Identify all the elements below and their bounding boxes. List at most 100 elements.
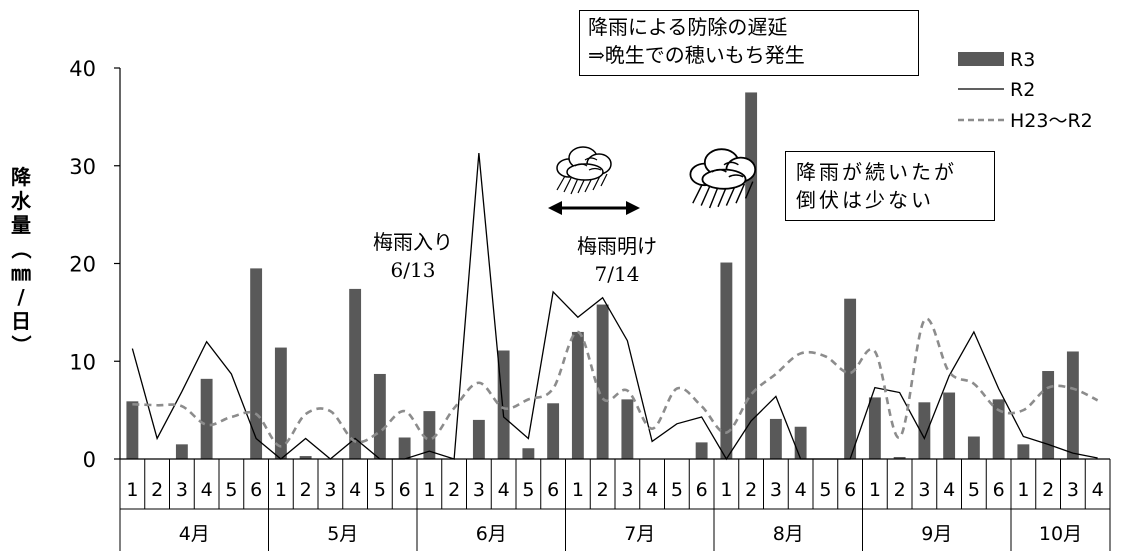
r3-bar xyxy=(943,392,956,459)
tsuyu-iri-date: 6/13 xyxy=(390,258,436,282)
y-tick-label: 40 xyxy=(69,57,96,81)
x-tick-label: 3 xyxy=(324,479,336,501)
x-month-label: 9月 xyxy=(921,523,952,545)
x-tick-label: 4 xyxy=(498,479,510,501)
x-tick-label: 6 xyxy=(844,479,856,501)
y-tick-label: 20 xyxy=(69,253,96,277)
x-tick-label: 1 xyxy=(572,479,584,501)
x-tick-label: 1 xyxy=(275,479,287,501)
x-tick-label: 1 xyxy=(423,479,435,501)
r3-bar xyxy=(547,403,560,459)
x-tick-label: 6 xyxy=(547,479,559,501)
box1-line1: 降雨による防除の遅延 xyxy=(588,15,788,39)
x-month-label: 8月 xyxy=(773,523,804,545)
tsuyu-ake-label: 梅雨明け xyxy=(577,234,657,258)
r3-bar xyxy=(967,436,980,459)
r3-bar xyxy=(720,262,733,459)
r3-bar xyxy=(1066,351,1079,459)
r3-bar xyxy=(274,347,287,459)
r3-bar xyxy=(621,399,634,459)
y-tick-labels: 0 10 20 30 40 xyxy=(69,57,120,472)
h23-r2-average-line xyxy=(132,317,1099,448)
rain-cloud-icon xyxy=(556,146,612,195)
tsuyu-iri-annotation: 梅雨入り 6/13 xyxy=(358,228,468,284)
legend-label: H23〜R2 xyxy=(1010,110,1093,132)
x-tick-label: 4 xyxy=(201,479,213,501)
y-axis-label-char: ㎜ xyxy=(11,261,31,285)
x-tick-label: 1 xyxy=(869,479,881,501)
r3-bar xyxy=(299,456,312,459)
x-tick-label: 2 xyxy=(1042,479,1054,501)
y-axis-label-char: 量 xyxy=(11,213,31,237)
y-axis-label-char: ） xyxy=(9,335,33,355)
x-tick-label: 2 xyxy=(151,479,163,501)
r3-bar xyxy=(893,457,906,459)
x-month-label: 5月 xyxy=(327,523,358,545)
r3-bar xyxy=(175,444,188,459)
x-tick-label: 3 xyxy=(621,479,633,501)
r3-bar xyxy=(398,437,411,459)
x-tick-label: 1 xyxy=(720,479,732,501)
tsuyu-iri-label: 梅雨入り xyxy=(373,230,453,254)
r3-bar xyxy=(497,350,510,459)
r3-bars xyxy=(126,92,1079,459)
x-tick-label: 3 xyxy=(473,479,485,501)
x-tick-label: 2 xyxy=(745,479,757,501)
double-arrow-icon xyxy=(548,201,640,215)
tsuyu-ake-annotation: 梅雨明け 7/14 xyxy=(562,232,672,288)
x-tick-label: 1 xyxy=(126,479,138,501)
r3-bar xyxy=(126,401,139,459)
r3-bar xyxy=(522,448,535,459)
x-tick-label: 5 xyxy=(374,479,386,501)
legend-swatch-bar xyxy=(958,52,1004,66)
r3-bar xyxy=(918,402,931,459)
legend-label: R3 xyxy=(1010,49,1035,71)
y-axis-label-char: 日 xyxy=(11,309,31,333)
y-axis-label-char: 降 xyxy=(11,165,31,189)
x-tick-label: 3 xyxy=(1067,479,1079,501)
r3-bar xyxy=(868,397,881,459)
rain-cloud-icon xyxy=(689,148,757,209)
r3-bar xyxy=(794,426,807,459)
r3-bar xyxy=(472,419,485,459)
x-tick-label: 5 xyxy=(819,479,831,501)
r3-bar xyxy=(844,298,857,459)
r3-bar xyxy=(695,442,708,459)
y-tick-label: 10 xyxy=(69,350,96,374)
series-lines xyxy=(131,152,1099,461)
x-tick-label: 5 xyxy=(671,479,683,501)
r3-bar xyxy=(423,411,436,459)
r3-bar xyxy=(1042,371,1055,459)
legend: R3 R2 H23〜R2 xyxy=(958,49,1093,132)
x-tick-label: 3 xyxy=(176,479,188,501)
x-tick-label: 2 xyxy=(894,479,906,501)
r3-bar xyxy=(769,418,782,459)
x-tick-label: 2 xyxy=(448,479,460,501)
x-tick-label: 6 xyxy=(993,479,1005,501)
x-tick-label: 2 xyxy=(597,479,609,501)
r3-bar xyxy=(992,399,1005,459)
box1-line2: ⇒晩生での穂いもち発生 xyxy=(588,43,805,67)
box2-line1: 降雨が続いたが xyxy=(796,160,957,184)
r3-bar xyxy=(349,288,362,459)
box2-line2: 倒伏は少ない xyxy=(796,188,934,212)
y-axis-label-char: （ xyxy=(9,239,33,259)
y-axis-label-char: / xyxy=(17,285,25,309)
y-axis-label: 降水量（㎜ / 日） xyxy=(8,165,34,357)
x-tick-label: 5 xyxy=(522,479,534,501)
x-tick-label: 5 xyxy=(225,479,237,501)
x-tick-label: 4 xyxy=(646,479,658,501)
r3-bar xyxy=(250,268,263,459)
r3-bar xyxy=(596,304,609,459)
y-tick-label: 0 xyxy=(83,448,96,472)
legend-label: R2 xyxy=(1010,79,1035,101)
x-month-label: 4月 xyxy=(179,523,210,545)
annotation-box-lodging: 降雨が続いたが 倒伏は少ない xyxy=(785,151,995,221)
x-tick-label: 5 xyxy=(968,479,980,501)
r3-bar xyxy=(373,373,386,459)
x-tick-label: 6 xyxy=(399,479,411,501)
x-tick-label: 3 xyxy=(918,479,930,501)
y-tick-label: 30 xyxy=(69,155,96,179)
